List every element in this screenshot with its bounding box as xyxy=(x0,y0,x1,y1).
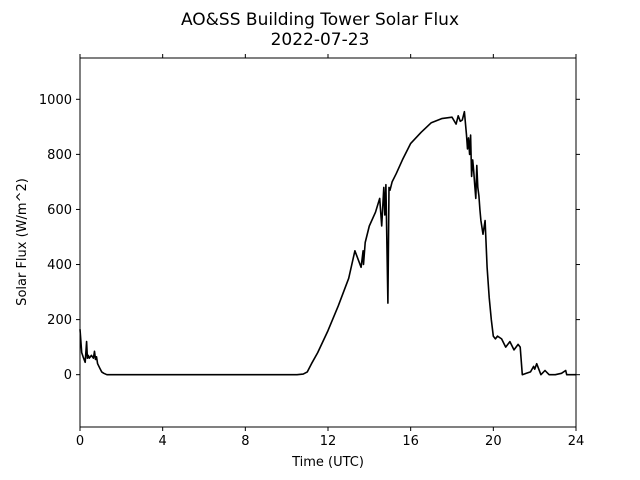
y-tick-label: 0 xyxy=(64,368,72,383)
x-tick-label: 8 xyxy=(241,434,249,449)
x-tick-label: 12 xyxy=(320,434,337,449)
x-tick-label: 0 xyxy=(76,434,84,449)
x-axis-ticks: 0 4 8 12 16 20 24 xyxy=(76,54,584,449)
y-tick-label: 200 xyxy=(47,313,72,328)
chart-subtitle: 2022-07-23 xyxy=(271,30,370,50)
y-tick-label: 800 xyxy=(47,148,72,163)
x-tick-label: 20 xyxy=(485,434,502,449)
y-tick-label: 600 xyxy=(47,203,72,218)
x-tick-label: 24 xyxy=(568,434,585,449)
y-tick-label: 1000 xyxy=(39,93,72,108)
x-tick-label: 16 xyxy=(402,434,419,449)
series-line xyxy=(79,110,576,376)
chart-title: AO&SS Building Tower Solar Flux xyxy=(181,10,459,30)
plot-area-frame xyxy=(79,57,577,428)
y-axis-ticks: 0 200 400 600 800 1000 xyxy=(39,93,580,383)
x-tick-label: 4 xyxy=(159,434,167,449)
y-tick-label: 400 xyxy=(47,258,72,273)
x-axis-label: Time (UTC) xyxy=(291,455,364,470)
y-axis-label: Solar Flux (W/m^2) xyxy=(15,178,30,306)
